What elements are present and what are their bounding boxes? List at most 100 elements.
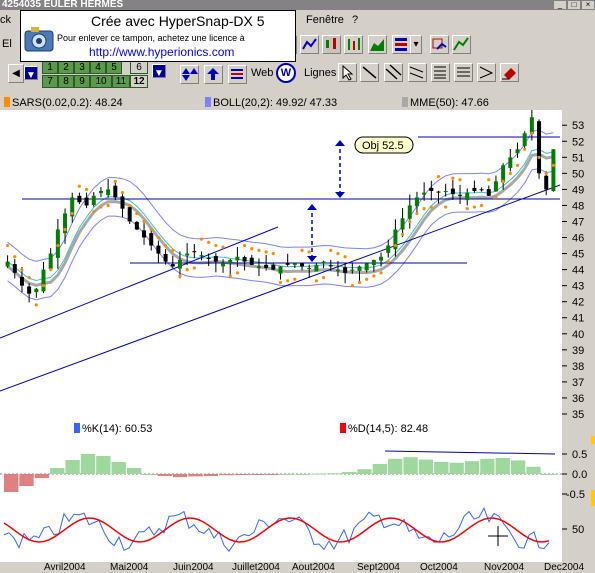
month-label-dec: Dec2004: [544, 562, 585, 573]
oscillator-bar: [510, 460, 526, 474]
period-7-button[interactable]: 7: [42, 75, 58, 88]
oscillator-bar: [219, 474, 234, 476]
web-icon[interactable]: W: [276, 63, 296, 83]
toolbar-bottom: ◀ ▼ 1 2 3 4 5 6 7 8 9 10 11 12 ▼ Web W L…: [0, 61, 595, 91]
bars-icon[interactable]: [228, 65, 247, 84]
period-2-button[interactable]: 2: [58, 61, 74, 74]
candle-body: [19, 276, 24, 286]
candle-body: [386, 245, 391, 253]
toolbar-fragment[interactable]: El: [2, 38, 12, 50]
color-bars-icon[interactable]: [392, 35, 411, 54]
legend-sar-text: SARS(0.02,0.2): 48.24: [12, 97, 123, 109]
stochastic-panel[interactable]: 50: [0, 498, 595, 562]
sar-dot: [156, 235, 161, 240]
up-down-arrows-icon[interactable]: [180, 65, 199, 84]
candle-body: [335, 269, 340, 272]
barchart-glyph: [348, 38, 360, 50]
compare-glyph: [432, 38, 447, 50]
period-1-button[interactable]: 1: [42, 61, 58, 74]
scroll-left-icon[interactable]: ◀: [8, 64, 24, 83]
line-tool-icon[interactable]: [360, 63, 379, 82]
y-tick-label: 36: [572, 393, 584, 405]
pointer-icon[interactable]: [338, 63, 357, 82]
menu-help[interactable]: ?: [352, 14, 359, 26]
stochastic-lines: [3, 507, 550, 553]
menu-fenetre[interactable]: Fenêtre: [306, 14, 344, 26]
color-dropdown-icon[interactable]: ▾: [410, 35, 422, 54]
down-arrow-icon[interactable]: ▼: [24, 66, 38, 81]
legend-mme-text: MME(50): 47.66: [410, 97, 489, 109]
down-arrow-icon-2[interactable]: ▼: [152, 64, 166, 79]
mme-swatch: [402, 97, 408, 107]
candlestick-icon[interactable]: [322, 35, 341, 54]
candle-body: [221, 263, 226, 267]
watermark-link[interactable]: http://www.hyperionics.com: [89, 45, 235, 59]
oscillator-bar: [4, 474, 19, 492]
menu-fragment[interactable]: ck: [0, 14, 11, 26]
arrows-icon[interactable]: [204, 65, 223, 84]
sar-dot: [135, 211, 139, 216]
fibonacci-icon[interactable]: [431, 63, 450, 82]
sar-dot: [120, 191, 125, 195]
sar-dot: [271, 251, 275, 256]
window-title-bar: 4254035 EULER HERMES: [0, 0, 595, 10]
horizontal-lines-icon[interactable]: [454, 63, 473, 82]
oscillator-bar: [50, 468, 65, 474]
maximize-button[interactable]: □: [567, 0, 581, 10]
sar-dot: [415, 211, 419, 216]
candle-body: [249, 257, 254, 265]
angle-icon[interactable]: [477, 63, 496, 82]
sar-dot: [99, 205, 103, 209]
sar-dot: [163, 243, 168, 248]
close-button[interactable]: ×: [581, 0, 595, 10]
candle-body: [106, 189, 111, 196]
y-tick-label: 44: [572, 265, 584, 277]
period-11-button[interactable]: 11: [112, 75, 130, 88]
sar-dot: [336, 251, 340, 256]
barchart-icon[interactable]: [344, 35, 363, 54]
period-8-button[interactable]: 8: [58, 75, 74, 88]
compare-icon[interactable]: [430, 35, 449, 54]
parallel-lines-icon[interactable]: [384, 63, 403, 82]
price-chart[interactable]: 53 52 51 50 49 48 47 46 45 44 43 42 41 40 39 38 37 36 35 O…: [0, 110, 595, 436]
candle-body: [414, 197, 419, 207]
sar-dot: [221, 245, 225, 249]
oscillator-panel[interactable]: 0.5 0.0 -0.5: [0, 436, 595, 498]
candle-body: [48, 253, 53, 270]
oscillator-bar: [34, 474, 50, 478]
oscillator-bar: [203, 474, 219, 476]
period-6-button[interactable]: 6: [130, 61, 148, 74]
channel-icon[interactable]: [408, 63, 427, 82]
candle-body: [422, 192, 427, 195]
indicator-icon[interactable]: [452, 35, 471, 54]
indicator-glyph: [453, 37, 469, 51]
y-tick-label: 43: [572, 281, 584, 293]
y-tick-label: 39: [572, 345, 584, 357]
sar-dot: [264, 250, 268, 254]
sar-dot: [171, 248, 175, 252]
period-10-button[interactable]: 10: [90, 75, 112, 88]
area-chart-icon[interactable]: [368, 35, 387, 54]
candle-body: [55, 229, 60, 258]
y-tick-label: 53: [572, 120, 584, 132]
period-9-button[interactable]: 9: [74, 75, 90, 88]
period-12-button[interactable]: 12: [130, 75, 148, 88]
eraser-icon[interactable]: [500, 63, 519, 82]
line-chart-icon[interactable]: [300, 35, 319, 54]
period-3-button[interactable]: 3: [74, 61, 90, 74]
web-label[interactable]: Web: [251, 67, 274, 79]
sar-dot: [458, 178, 462, 182]
stoch-marker: [591, 498, 595, 506]
minimize-button[interactable]: _: [553, 0, 567, 10]
osc-label-2: 0.0: [572, 469, 587, 481]
period-4-button[interactable]: 4: [90, 61, 106, 74]
candle-body: [537, 121, 542, 174]
trendline-upper: [0, 226, 279, 339]
candle-body: [458, 194, 463, 196]
line-chart-glyph: [302, 38, 317, 50]
stochastic-axis-bg: [562, 498, 595, 562]
sar-dot: [84, 187, 89, 191]
period-5-button[interactable]: 5: [106, 61, 122, 74]
sar-dot: [142, 219, 146, 224]
y-tick-label: 49: [572, 184, 584, 196]
